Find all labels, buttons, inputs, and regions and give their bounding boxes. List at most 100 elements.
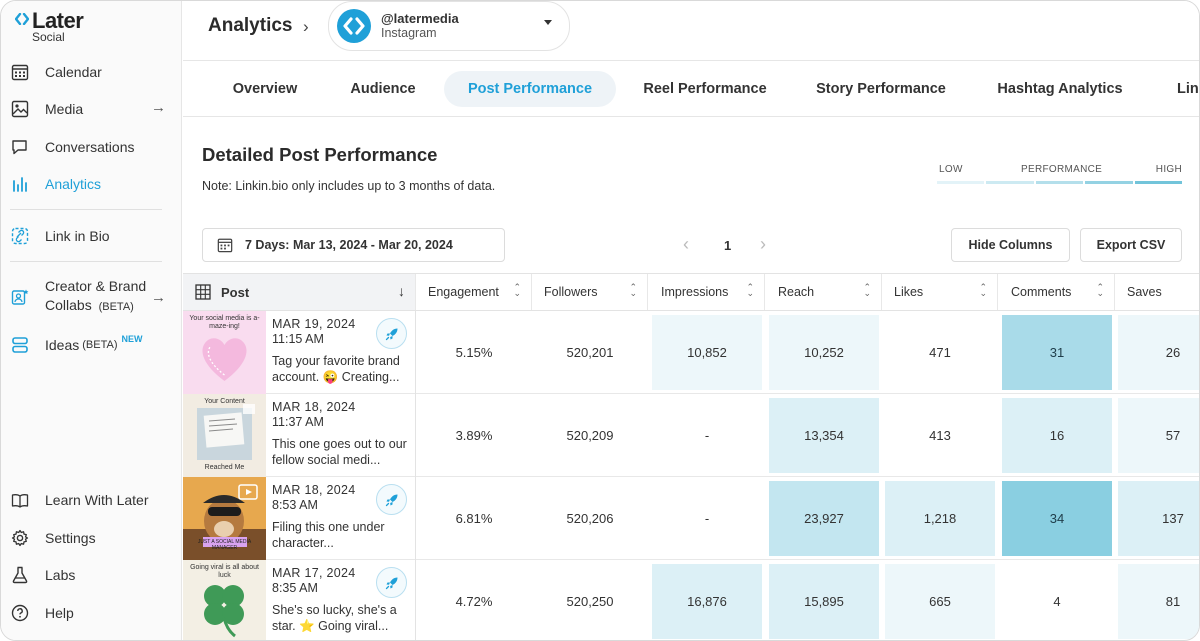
cell-engagement: 6.81% — [419, 481, 529, 556]
boost-post-button[interactable] — [376, 484, 407, 515]
cell-followers: 520,201 — [535, 315, 645, 390]
sidebar-item-analytics[interactable]: Analytics — [10, 173, 101, 195]
sidebar-item-link-in-bio[interactable]: Link in Bio — [10, 225, 110, 247]
account-selector[interactable]: @latermedia Instagram — [328, 1, 570, 51]
cell-saves: 57 — [1118, 398, 1199, 473]
post-thumbnail[interactable]: JUST A SOCIAL MEDIA MANAGER — [183, 477, 266, 560]
account-avatar — [337, 9, 371, 43]
cell-likes: 413 — [885, 398, 995, 473]
column-label: Saves — [1127, 285, 1162, 299]
tab-reel-performance[interactable]: Reel Performance — [643, 81, 767, 97]
cell-reach: 23,927 — [769, 481, 879, 556]
column-header-comments[interactable]: Comments ⌃ ⌄ — [999, 274, 1115, 310]
tab-story-performance[interactable]: Story Performance — [816, 81, 946, 97]
sidebar-item-label-2: Collabs — [45, 297, 92, 313]
table-row[interactable]: Your social media is a-maze-ing! MAR 19, … — [183, 311, 1199, 394]
beta-badge: (BETA) — [98, 301, 134, 313]
column-header-impressions[interactable]: Impressions ⌃ ⌄ — [649, 274, 765, 310]
cell-likes: 1,218 — [885, 481, 995, 556]
sidebar-item-calendar[interactable]: Calendar — [10, 61, 102, 83]
cell-impressions: 16,876 — [652, 564, 762, 639]
grid-icon — [195, 284, 211, 300]
previous-page-button[interactable]: ‹ — [683, 234, 689, 254]
collabs-arrow-icon[interactable]: → — [151, 289, 166, 306]
column-header-saves[interactable]: Saves⌃⌄ — [1115, 274, 1199, 310]
post-thumbnail[interactable]: Going viral is all about luck — [183, 560, 266, 640]
date-range-picker[interactable]: 7 Days: Mar 13, 2024 - Mar 20, 2024 — [202, 228, 505, 262]
table-row[interactable]: JUST A SOCIAL MEDIA MANAGER MAR 18, 2024 8… — [183, 477, 1199, 560]
sidebar-item-conversations[interactable]: Conversations — [10, 136, 135, 158]
cell-saves: 81 — [1118, 564, 1199, 639]
post-date: MAR 18, 2024 — [272, 483, 356, 497]
tab-overview[interactable]: Overview — [232, 81, 298, 97]
post-time: 8:35 AM — [272, 581, 318, 595]
column-divider — [415, 560, 416, 640]
legend-step — [1035, 181, 1084, 184]
sidebar-item-settings[interactable]: Settings — [10, 527, 96, 549]
cell-likes: 665 — [885, 564, 995, 639]
performance-legend: LOW PERFORMANCE HIGH — [937, 164, 1183, 184]
tab-post-performance[interactable]: Post Performance — [444, 71, 616, 107]
sidebar-item-media[interactable]: Media — [10, 98, 83, 120]
post-thumbnail[interactable]: Your Content Reached Me — [183, 394, 266, 477]
column-header-likes[interactable]: Likes ⌃ ⌄ — [882, 274, 998, 310]
sidebar-item-ideas[interactable]: Ideas (BETA) NEW — [10, 334, 143, 356]
beta-badge: (BETA) — [82, 339, 118, 351]
post-info: MAR 17, 2024 8:35 AM She's so lucky, she's… — [272, 566, 414, 634]
sidebar-divider — [10, 209, 162, 210]
post-time: 11:15 AM — [272, 332, 324, 346]
post-info: MAR 18, 2024 8:53 AM Filing this one under… — [272, 483, 414, 551]
export-csv-button[interactable]: Export CSV — [1080, 228, 1182, 262]
cell-engagement: 5.15% — [419, 315, 529, 390]
column-label: Reach — [778, 285, 815, 299]
tab-hashtag-analytics[interactable]: Hashtag Analytics — [997, 81, 1123, 97]
column-header-reach[interactable]: Reach ⌃ ⌄ — [766, 274, 882, 310]
cell-comments: 31 — [1002, 315, 1112, 390]
sidebar: Later Social Calendar Media → Conversati… — [1, 1, 182, 640]
cell-engagement: 3.89% — [419, 398, 529, 473]
rocket-icon — [385, 328, 397, 340]
sort-down-arrow-icon: ↓ — [398, 283, 405, 299]
table-row[interactable]: Your Content Reached Me MAR 18, 2024 11:37 … — [183, 394, 1199, 477]
media-arrow-icon[interactable]: → — [151, 99, 166, 116]
thumbnail-text-2: Reached Me — [204, 464, 245, 471]
next-page-button[interactable]: › — [760, 234, 766, 254]
sidebar-item-collabs[interactable]: Creator & Brand Collabs (BETA) — [10, 277, 146, 317]
sidebar-item-label: Creator & Brand — [45, 278, 147, 294]
column-header-engagement[interactable]: Engagement ⌃ ⌄ — [416, 274, 532, 310]
column-header-followers[interactable]: Followers ⌃ ⌄ — [532, 274, 648, 310]
post-thumbnail[interactable]: Your social media is a-maze-ing! — [183, 311, 266, 394]
tab-linkinbio[interactable]: Linkin.bio — [1177, 81, 1199, 97]
page-number: 1 — [724, 238, 732, 253]
brand-name: Later — [32, 8, 84, 33]
boost-post-button[interactable] — [376, 318, 407, 349]
cell-reach: 10,252 — [769, 315, 879, 390]
thumbnail-text: JUST A SOCIAL MEDIA MANAGER — [197, 539, 252, 551]
cell-followers: 520,209 — [535, 398, 645, 473]
post-time: 11:37 AM — [272, 415, 324, 429]
later-logo-icon — [343, 17, 365, 35]
cell-reach: 15,895 — [769, 564, 879, 639]
breadcrumb-chevron-icon: › — [303, 17, 309, 36]
legend-mid: PERFORMANCE — [1021, 164, 1103, 175]
hide-columns-button[interactable]: Hide Columns — [951, 228, 1070, 262]
cell-impressions: - — [652, 481, 762, 556]
book-icon — [10, 490, 30, 510]
column-label: Post — [221, 284, 250, 300]
sidebar-item-label: Help — [45, 605, 74, 621]
sidebar-item-help[interactable]: Help — [10, 602, 74, 624]
sidebar-item-learn[interactable]: Learn With Later — [10, 489, 149, 511]
tab-audience[interactable]: Audience — [350, 81, 416, 97]
cell-impressions: 10,852 — [652, 315, 762, 390]
table-row[interactable]: Going viral is all about luck MAR 17, 202… — [183, 560, 1199, 640]
brand-sub: Social — [32, 30, 65, 44]
sidebar-item-labs[interactable]: Labs — [10, 564, 75, 586]
date-range-label: 7 Days: Mar 13, 2024 - Mar 20, 2024 — [245, 238, 453, 252]
top-header: Analytics › @latermedia Instagram — [183, 1, 1199, 61]
boost-post-button[interactable] — [376, 567, 407, 598]
table-header: Post ↓ Engagement ⌃ ⌄ Followers ⌃ ⌄ Impression… — [183, 273, 1199, 311]
column-header-post[interactable]: Post ↓ — [183, 274, 416, 310]
section-title: Detailed Post Performance — [202, 144, 438, 165]
new-badge: NEW — [121, 334, 143, 344]
